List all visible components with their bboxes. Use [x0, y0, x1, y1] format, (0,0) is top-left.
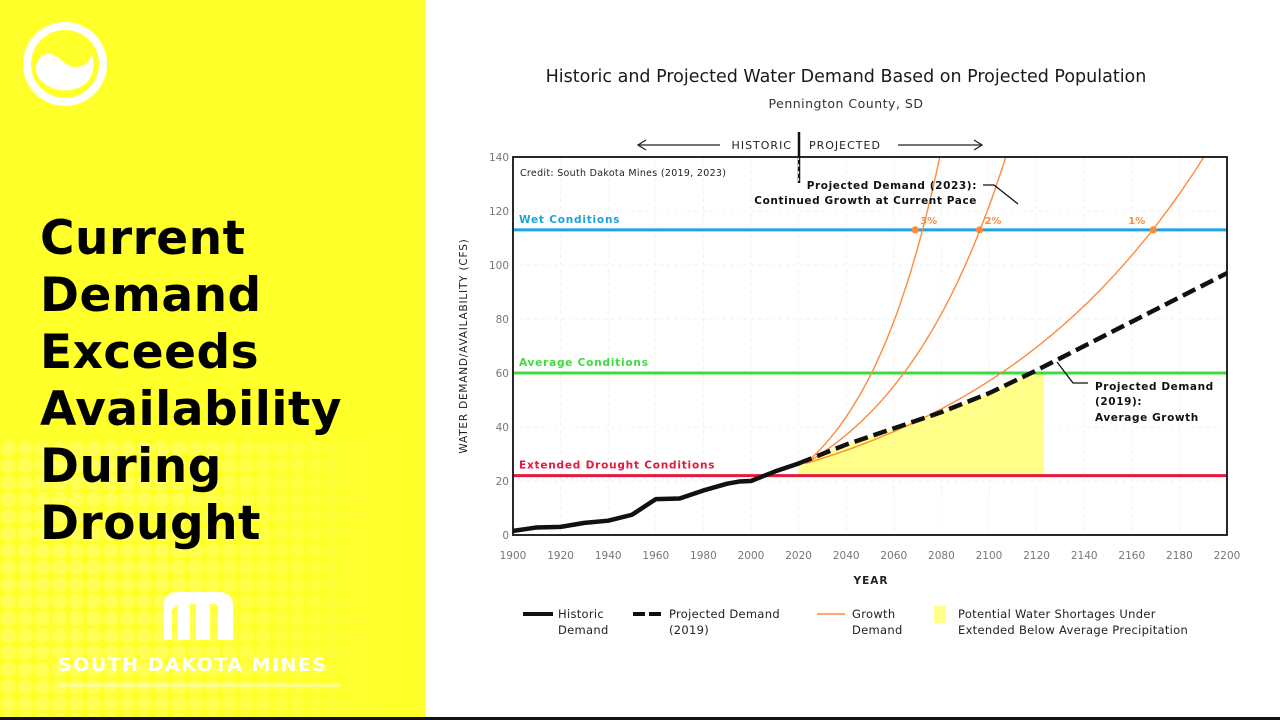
annotation-2019-line3: Average Growth [1095, 412, 1199, 424]
legend-label: Projected Demand [669, 607, 780, 621]
x-tick-label: 2140 [1071, 550, 1098, 562]
annotation-2019-leader [1056, 361, 1088, 384]
y-tick-label: 140 [489, 152, 509, 164]
annotation-2019-line2: (2019): [1095, 396, 1142, 408]
annotation-2023-line2: Continued Growth at Current Pace [754, 195, 977, 207]
y-tick-label: 40 [496, 422, 509, 434]
x-tick-label: 2120 [1023, 550, 1050, 562]
x-tick-label: 1920 [547, 550, 574, 562]
y-tick-label: 120 [489, 206, 509, 218]
growth-curve-3% [805, 157, 941, 464]
chart-subtitle: Pennington County, SD [769, 96, 924, 111]
legend: Historic Demand Projected Demand (2019) … [523, 606, 1188, 637]
legend-label: Demand [852, 623, 903, 637]
threshold-label: Extended Drought Conditions [519, 460, 715, 472]
arrow-right-icon [973, 139, 984, 151]
x-tick-label: 2200 [1214, 550, 1241, 562]
x-tick-label: 2040 [833, 550, 860, 562]
growth-rate-label: 2% [984, 216, 1001, 227]
projected-label: PROJECTED [809, 139, 881, 152]
shortage-area-layer [798, 373, 1044, 476]
legend-label: Demand [558, 623, 609, 637]
shortage-area [798, 373, 1044, 476]
x-tick-label: 2000 [738, 550, 765, 562]
threshold-label: Wet Conditions [519, 214, 620, 226]
legend-label: Extended Below Average Precipitation [958, 623, 1188, 637]
y-tick-label: 80 [496, 314, 509, 326]
slide-bottom-border [0, 717, 1280, 720]
legend-item-projected-2019: Projected Demand (2019) [633, 607, 780, 637]
y-tick-label: 20 [496, 476, 509, 488]
y-tick-label: 100 [489, 260, 509, 272]
wet-crossing-marker [911, 226, 919, 234]
chart-title: Historic and Projected Water Demand Base… [546, 67, 1147, 87]
x-axis-label: YEAR [853, 575, 889, 587]
water-drop-circle-icon [23, 22, 107, 106]
chart-panel [426, 0, 1280, 720]
annotation-2019-line1: Projected Demand [1095, 381, 1214, 393]
legend-item-growth: Growth Demand [817, 607, 903, 637]
growth-curve-1% [805, 157, 1205, 465]
legend-item-historic: Historic Demand [523, 607, 609, 637]
y-tick-label: 0 [502, 530, 509, 542]
x-tick-label: 2180 [1166, 550, 1193, 562]
x-tick-label: 2160 [1118, 550, 1145, 562]
plot-frame [512, 156, 1228, 536]
x-tick-label: 2080 [928, 550, 955, 562]
x-tick-label: 1980 [690, 550, 717, 562]
y-axis-label: WATER DEMAND/AVAILABILITY (CFS) [458, 238, 470, 453]
legend-label: Historic [558, 607, 604, 621]
crossing-markers: 3% 2% 1% [911, 216, 1157, 234]
annotation-2023-line1: Projected Demand (2023): [807, 180, 977, 192]
x-tick-label: 2020 [785, 550, 812, 562]
x-tick-label: 2100 [976, 550, 1003, 562]
legend-label: Growth [852, 607, 895, 621]
headline-line: Exceeds [40, 325, 260, 380]
headline-line: Availability [40, 382, 343, 437]
halftone-pattern [0, 440, 426, 720]
x-tick-label: 2060 [880, 550, 907, 562]
legend-label: Potential Water Shortages Under [958, 607, 1156, 621]
period-marker: HISTORIC PROJECTED [636, 132, 984, 183]
headline-line: Current [40, 211, 246, 266]
wet-crossing-marker [1149, 226, 1157, 234]
series-layer [513, 157, 1227, 534]
brand-name: SOUTH DAKOTA MINES [58, 654, 328, 676]
arrow-left-icon [636, 139, 647, 151]
growth-curve-2% [805, 157, 1007, 465]
headline-line: Demand [40, 268, 262, 323]
wet-crossing-marker [975, 226, 984, 234]
headline-line: During [40, 439, 222, 494]
brand-tagline [60, 683, 340, 687]
annotation-2023: Projected Demand (2023): Continued Growt… [754, 180, 1019, 207]
growth-rate-label: 1% [1128, 216, 1145, 227]
legend-label: (2019) [669, 623, 709, 637]
annotation-2019: Projected Demand (2019): Average Growth [1056, 361, 1214, 424]
title-panel: Current Demand Exceeds Availability Duri… [0, 0, 426, 720]
threshold-lines: Wet Conditions Average Conditions Extended… [513, 214, 1227, 478]
credit-note: Credit: South Dakota Mines (2019, 2023) [520, 168, 726, 179]
x-tick-label: 1940 [595, 550, 622, 562]
historic-demand-line [513, 461, 801, 534]
axis-ticks: 1900 1920 1940 1960 1980 2000 2020 2040 2060 2080… [489, 152, 1240, 562]
mines-m-logo-icon [164, 592, 233, 640]
y-tick-label: 60 [496, 368, 509, 380]
headline-line: Drought [40, 496, 262, 551]
x-tick-label: 1900 [500, 550, 527, 562]
slide-headline: Current Demand Exceeds Availability Duri… [40, 210, 410, 552]
legend-item-shortage: Potential Water Shortages Under Extended… [934, 606, 1188, 637]
annotation-2023-leader [983, 184, 1019, 205]
growth-rate-label: 3% [920, 216, 937, 227]
threshold-label: Average Conditions [519, 357, 649, 369]
projected-demand-2019-line [797, 271, 1227, 466]
historic-label: HISTORIC [732, 139, 792, 152]
legend-swatch-shortage [934, 606, 946, 623]
x-tick-label: 1960 [642, 550, 669, 562]
